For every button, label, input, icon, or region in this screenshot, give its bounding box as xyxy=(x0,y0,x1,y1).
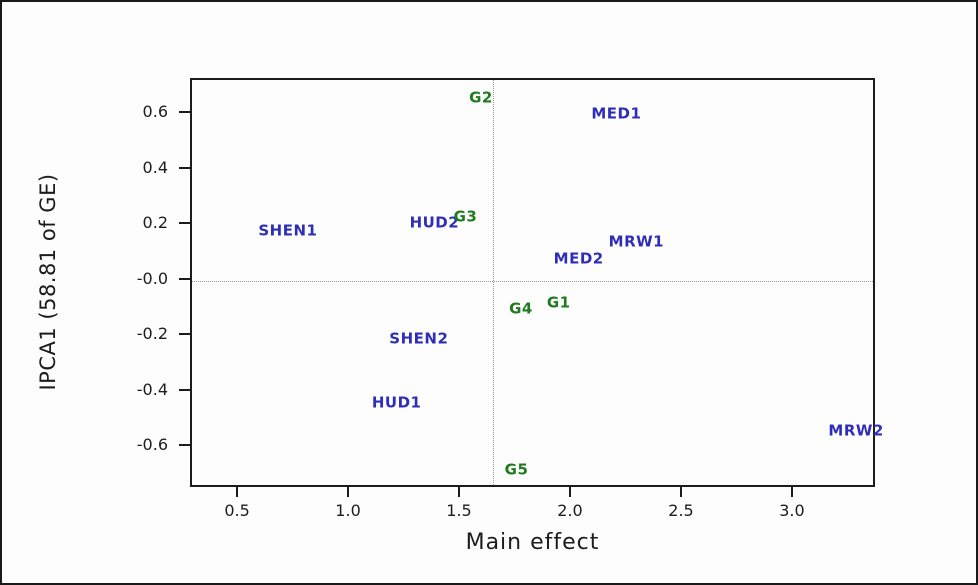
y-tick-label: -0.6 xyxy=(136,435,168,455)
y-tick-label: -0.4 xyxy=(136,379,168,399)
y-tick-mark xyxy=(179,166,190,169)
point-label-mrw2: MRW2 xyxy=(828,421,884,440)
y-tick-mark xyxy=(179,388,190,391)
x-tick-label: 1.0 xyxy=(335,501,361,520)
x-tick-mark xyxy=(679,487,682,497)
zero-reference-line xyxy=(192,280,873,282)
x-tick-label: 3.0 xyxy=(779,501,805,520)
y-tick-mark xyxy=(179,444,190,447)
x-axis-title: Main effect xyxy=(465,530,600,555)
y-tick-mark xyxy=(179,277,190,280)
point-label-g2: G2 xyxy=(469,88,493,107)
x-tick-mark xyxy=(236,487,239,497)
y-tick-mark xyxy=(179,111,190,114)
plot-area: SHEN1 HUD2 MED1 MRW1 MED2 SHEN2 HUD1 MRW2 G1 G2 G3… xyxy=(190,78,883,487)
point-label-shen1: SHEN1 xyxy=(258,221,318,240)
x-tick-label: 2.5 xyxy=(668,501,694,520)
point-label-g5: G5 xyxy=(504,460,529,479)
y-axis-title: IPCA1 (58.81 of GE) xyxy=(36,173,60,391)
point-label-hud1: HUD1 xyxy=(371,393,422,412)
point-label-mrw1: MRW1 xyxy=(608,232,665,251)
y-tick-label: -0.0 xyxy=(136,268,168,288)
x-tick-label: 2.0 xyxy=(557,501,583,520)
point-label-g1: G1 xyxy=(546,293,571,312)
x-tick-mark xyxy=(458,487,461,497)
x-tick-mark xyxy=(569,487,571,497)
y-tick-label: 0.4 xyxy=(142,157,168,177)
point-label-med1: MED1 xyxy=(591,104,642,123)
x-tick-label: 1.5 xyxy=(446,501,472,520)
point-label-med2: MED2 xyxy=(553,249,604,268)
point-label-g4: G4 xyxy=(509,299,533,318)
y-tick-mark xyxy=(179,333,190,336)
point-label-shen2: SHEN2 xyxy=(389,329,449,348)
y-tick-mark xyxy=(179,222,190,225)
point-label-g3: G3 xyxy=(453,207,478,226)
y-tick-label: 0.2 xyxy=(142,213,168,233)
x-tick-label: 0.5 xyxy=(224,501,250,520)
x-tick-mark xyxy=(790,487,793,497)
point-label-hud2: HUD2 xyxy=(409,213,460,232)
y-tick-label: -0.2 xyxy=(136,324,168,344)
y-tick-label: 0.6 xyxy=(142,102,168,122)
grand-mean-reference-line xyxy=(492,80,494,485)
x-tick-mark xyxy=(347,487,350,497)
